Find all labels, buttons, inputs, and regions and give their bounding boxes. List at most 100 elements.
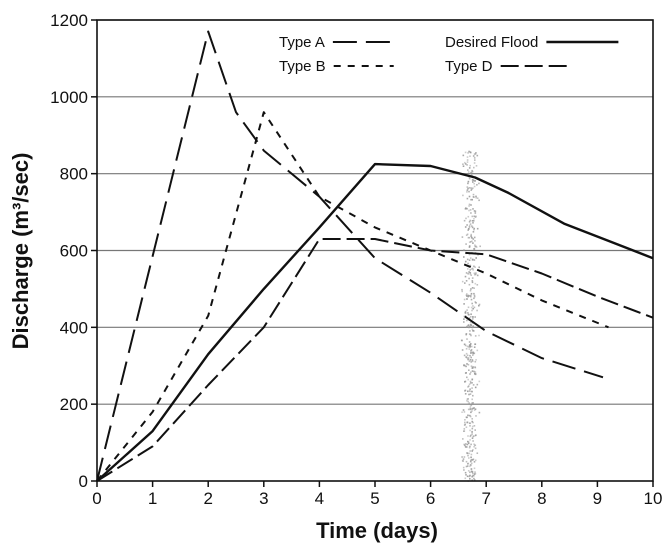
stipple-dot	[472, 367, 474, 369]
stipple-dot	[476, 349, 479, 352]
stipple-dot	[474, 459, 477, 462]
stipple-dot	[472, 179, 475, 182]
stipple-dot	[466, 452, 469, 454]
y-tick-label: 200	[60, 395, 88, 414]
stipple-dot	[465, 348, 468, 350]
stipple-dot	[468, 226, 471, 228]
stipple-dot	[465, 372, 467, 374]
stipple-dot	[471, 418, 473, 420]
stipple-dot	[467, 229, 469, 231]
stipple-dot	[471, 220, 474, 222]
stipple-dot	[468, 452, 471, 455]
stipple-dot	[474, 216, 477, 218]
stipple-dot	[473, 461, 476, 463]
stipple-dot	[468, 195, 471, 198]
stipple-dot	[469, 321, 472, 324]
stipple-dot	[467, 294, 470, 297]
stipple-dot	[473, 306, 476, 309]
stipple-dot	[467, 169, 469, 171]
stipple-dot	[472, 329, 474, 332]
stipple-dot	[467, 306, 470, 309]
stipple-dot	[471, 408, 473, 410]
stipple-dot	[469, 450, 471, 452]
stipple-dot	[471, 170, 474, 173]
stipple-dot	[470, 350, 472, 352]
stipple-dot	[461, 280, 464, 283]
stipple-dot	[473, 292, 475, 295]
stipple-dot	[470, 390, 473, 393]
stipple-dot	[463, 469, 465, 471]
stipple-dot	[466, 345, 469, 348]
stipple-dot	[472, 421, 474, 424]
stipple-dot	[465, 365, 467, 368]
stipple-dot	[474, 244, 476, 246]
stipple-dot	[478, 334, 480, 337]
stipple-dot	[472, 458, 475, 461]
stipple-dot	[473, 196, 475, 198]
stipple-dot	[472, 181, 474, 183]
stipple-dot	[475, 165, 478, 167]
stipple-dot	[476, 309, 478, 312]
stipple-dot	[461, 288, 463, 291]
stipple-dot	[472, 407, 474, 410]
stipple-dot	[471, 387, 473, 389]
stipple-dot	[478, 182, 480, 185]
stipple-dot	[469, 344, 471, 347]
stipple-dot	[464, 275, 467, 278]
stipple-dot	[464, 477, 467, 480]
stipple-dot	[469, 373, 471, 375]
stipple-dot	[474, 360, 477, 363]
stipple-dot	[470, 411, 472, 414]
stipple-dot	[470, 404, 473, 406]
stipple-dot	[464, 393, 467, 395]
stipple-dot	[472, 155, 475, 157]
stipple-dot	[470, 198, 472, 201]
stipple-dot	[469, 388, 471, 390]
stipple-dot	[468, 241, 471, 243]
stipple-dot	[473, 236, 476, 239]
stipple-dot	[465, 443, 467, 445]
stipple-dot	[475, 359, 477, 361]
x-axis-title: Time (days)	[316, 518, 438, 543]
stipple-dot	[473, 467, 476, 470]
stipple-dot	[472, 193, 475, 196]
stipple-dot	[468, 236, 471, 239]
stipple-dot	[466, 446, 468, 448]
x-tick-label: 7	[481, 489, 490, 508]
stipple-dot	[478, 266, 480, 269]
stipple-dot	[478, 411, 481, 414]
x-tick-label: 10	[644, 489, 663, 508]
stipple-band	[460, 150, 481, 482]
stipple-dot	[469, 435, 472, 438]
stipple-dot	[462, 438, 464, 440]
stipple-dot	[476, 154, 479, 157]
stipple-dot	[470, 294, 472, 297]
stipple-dot	[466, 298, 468, 300]
stipple-dot	[470, 464, 472, 467]
stipple-dot	[466, 319, 468, 322]
y-tick-label: 800	[60, 165, 88, 184]
stipple-dot	[473, 272, 476, 275]
stipple-dot	[473, 259, 476, 261]
legend-item: Type B	[279, 58, 394, 75]
stipple-dot	[470, 468, 473, 470]
stipple-dot	[470, 174, 473, 176]
stipple-dot	[474, 366, 477, 369]
x-tick-label: 1	[148, 489, 157, 508]
y-tick-label: 400	[60, 318, 88, 337]
stipple-dot	[469, 460, 472, 463]
stipple-dot	[465, 356, 467, 358]
stipple-dot	[466, 443, 469, 446]
stipple-dot	[470, 324, 473, 327]
legend-item: Type D	[445, 58, 569, 75]
stipple-dot	[471, 459, 474, 461]
stipple-dot	[473, 479, 476, 481]
stipple-dot	[474, 429, 476, 431]
stipple-dot	[462, 458, 465, 460]
stipple-dot	[467, 403, 469, 405]
stipple-dot	[467, 442, 470, 445]
stipple-dot	[471, 169, 473, 172]
stipple-dot	[466, 207, 468, 210]
stipple-dot	[470, 288, 472, 290]
